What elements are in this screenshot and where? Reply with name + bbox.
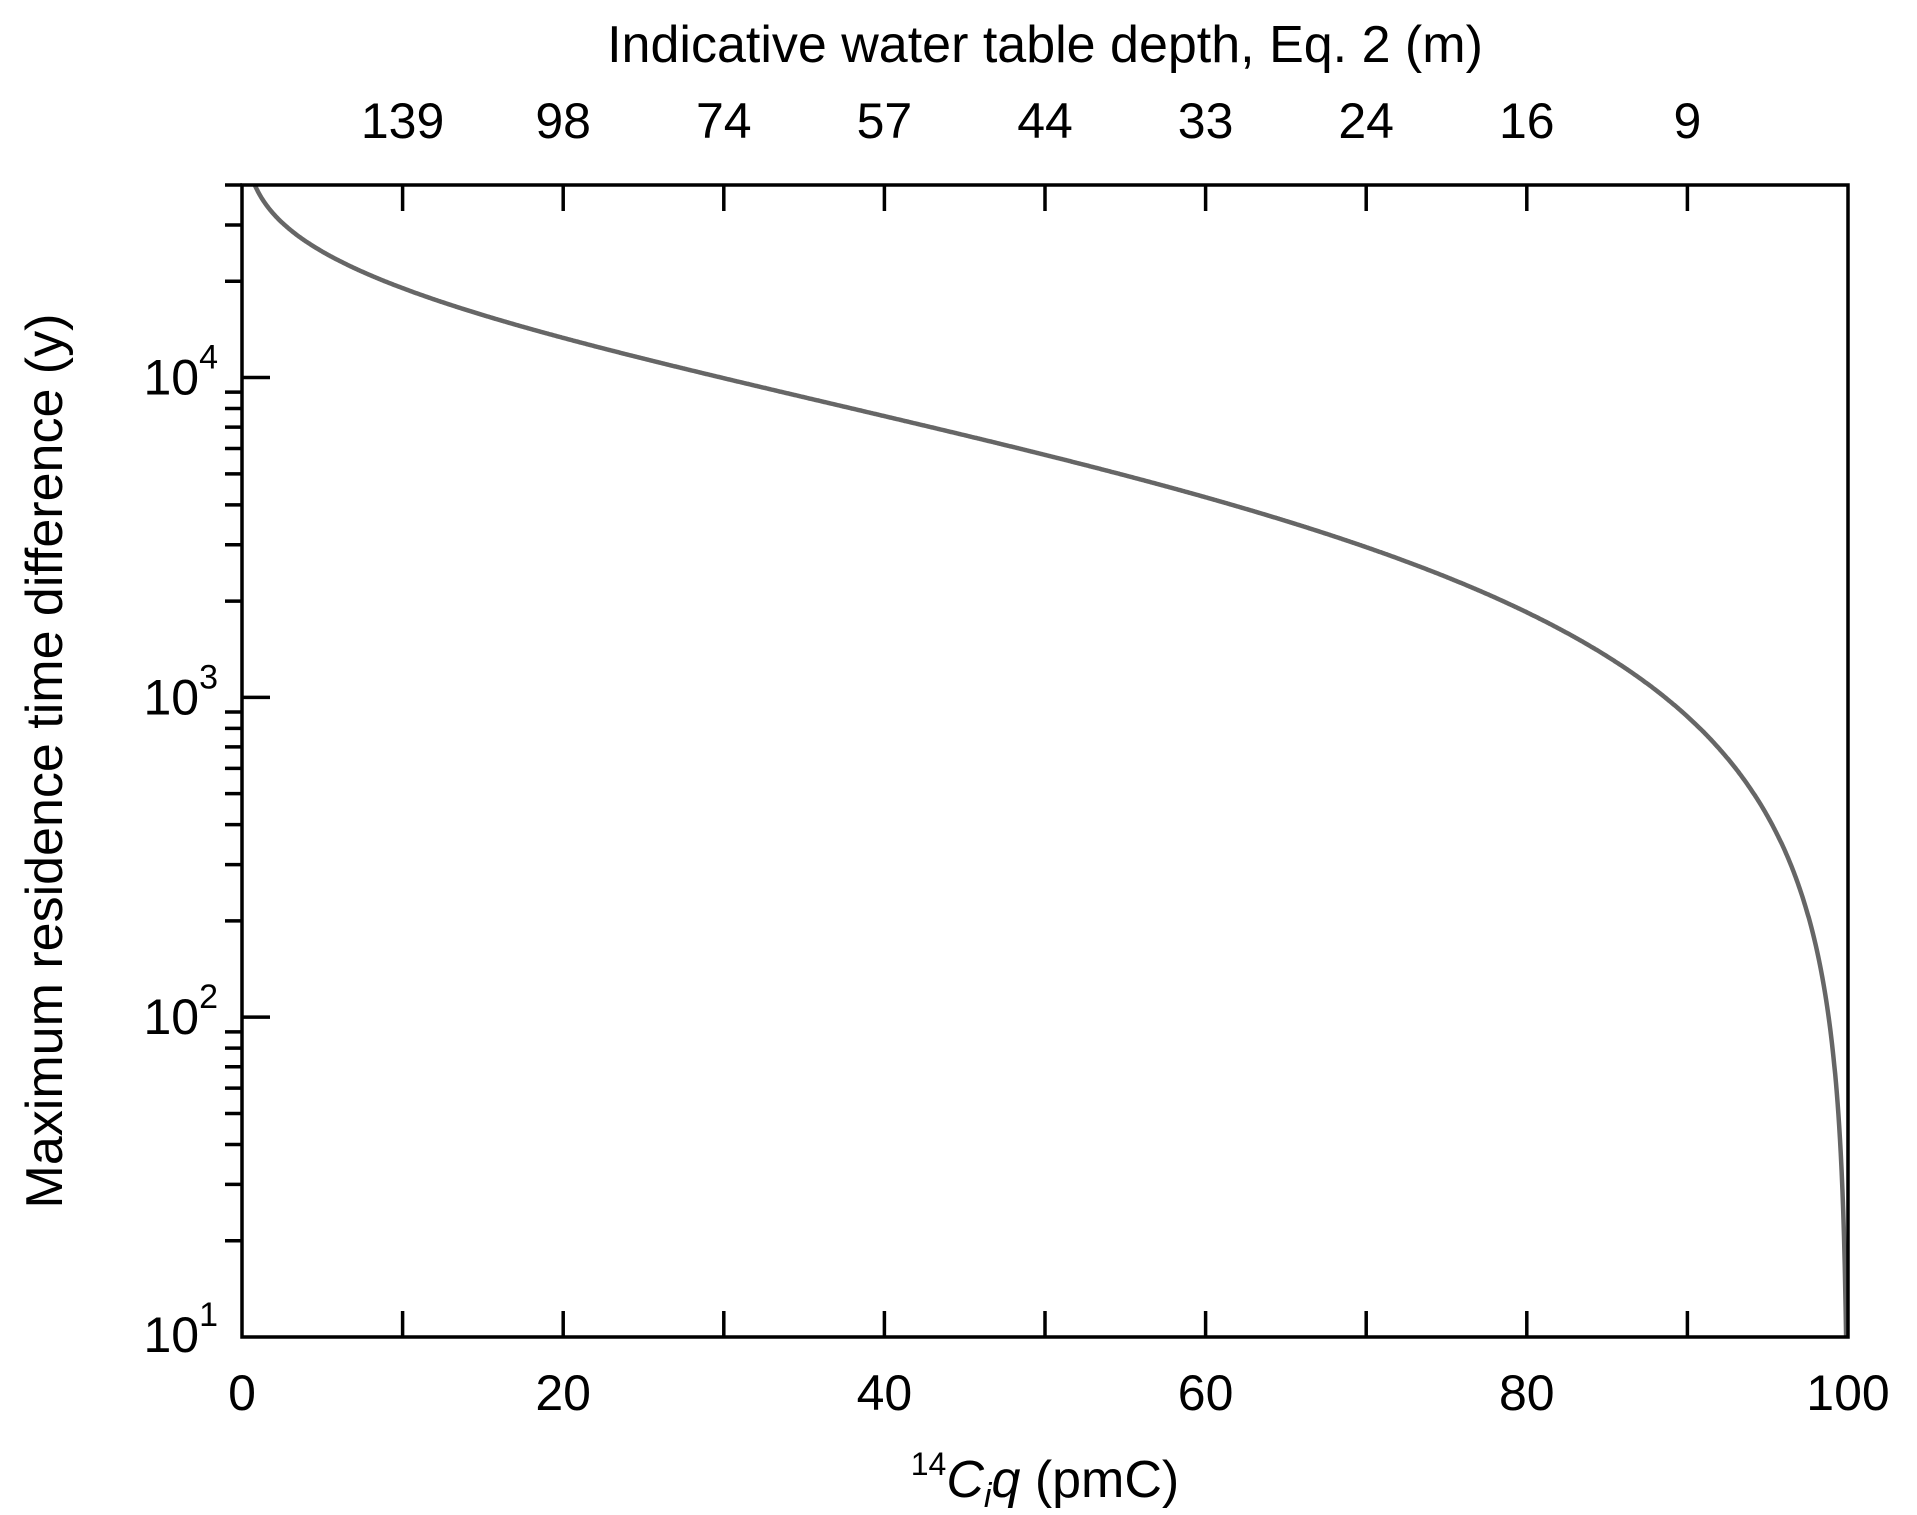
x-tick-label: 80 — [1499, 1365, 1555, 1421]
top-tick-label: 57 — [857, 93, 913, 149]
x-axis-title-main: C — [946, 1451, 984, 1509]
top-tick-label: 33 — [1178, 93, 1234, 149]
top-tick-label: 98 — [535, 93, 591, 149]
x-axis-title-sub: i — [984, 1477, 993, 1510]
y-axis-title: Maximum residence time difference (y) — [16, 314, 74, 1209]
top-tick-label: 9 — [1673, 93, 1701, 149]
y-tick-exponent: 4 — [199, 339, 218, 377]
y-tick-base: 10 — [143, 1307, 199, 1363]
series-line — [252, 184, 1849, 1338]
y-tick-label: 101 — [143, 1296, 218, 1363]
top-tick-label: 139 — [361, 93, 444, 149]
x-tick-label: 40 — [857, 1365, 913, 1421]
x-tick-label: 0 — [228, 1365, 256, 1421]
y-tick-label: 103 — [143, 658, 218, 725]
x-axis-title-unit: (pmC) — [1020, 1451, 1179, 1509]
x-tick-label: 60 — [1178, 1365, 1234, 1421]
y-tick-exponent: 2 — [199, 978, 218, 1016]
plot-frame — [240, 183, 1850, 1339]
y-tick-label: 104 — [143, 339, 218, 406]
x-tick-label: 100 — [1806, 1365, 1889, 1421]
top-tick-label: 16 — [1499, 93, 1555, 149]
top-tick-label: 74 — [696, 93, 752, 149]
y-tick-base: 10 — [143, 989, 199, 1045]
ticks — [225, 183, 1690, 1337]
top-tick-label: 24 — [1338, 93, 1394, 149]
y-tick-label: 102 — [143, 978, 218, 1045]
x-axis-title: 14Ciq (pmC) — [911, 1446, 1180, 1510]
top-tick-label: 44 — [1017, 93, 1073, 149]
y-tick-base: 10 — [143, 669, 199, 725]
x-axis-title-tail: q — [991, 1451, 1020, 1509]
x-tick-label: 20 — [535, 1365, 591, 1421]
top-axis-title: Indicative water table depth, Eq. 2 (m) — [607, 16, 1483, 74]
y-tick-exponent: 1 — [199, 1296, 218, 1334]
y-tick-base: 10 — [143, 350, 199, 406]
y-tick-exponent: 3 — [199, 658, 218, 696]
x-axis-title-sup: 14 — [911, 1446, 947, 1482]
